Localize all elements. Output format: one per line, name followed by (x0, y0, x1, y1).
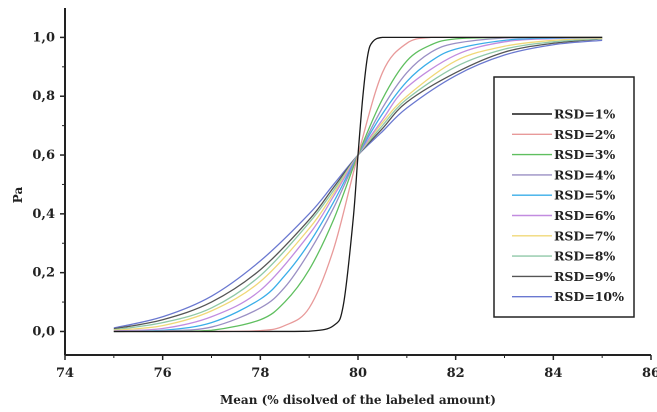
legend-label: RSD=5% (554, 188, 615, 203)
plot-area (113, 36, 603, 333)
legend-label: RSD=6% (554, 208, 615, 223)
series-line (113, 36, 603, 333)
legend-label: RSD=3% (554, 147, 615, 162)
x-tick-label: 76 (154, 366, 172, 381)
legend-label: RSD=10% (554, 289, 624, 304)
series-line (113, 36, 603, 333)
x-tick-label: 82 (447, 366, 465, 381)
legend-label: RSD=2% (554, 127, 615, 142)
legend-label: RSD=1% (554, 107, 615, 122)
y-tick-label: 0,0 (32, 324, 55, 339)
legend-label: RSD=9% (554, 269, 615, 284)
legend: RSD=1% RSD=2% RSD=3% RSD=4% RSD=5% RSD=6% RSD=… (493, 76, 635, 318)
y-tick-label: 0,8 (32, 89, 55, 104)
x-tick-label: 74 (56, 366, 74, 381)
x-axis-label: Mean (% disolved of the labeled amount) (220, 393, 496, 407)
y-tick-label: 0,4 (32, 207, 55, 222)
y-tick-label: 1,0 (32, 30, 55, 45)
axes: 74 76 78 80 82 84 86 0,0 0,2 0,4 0,6 0,8 1,0 (32, 8, 657, 381)
legend-label: RSD=7% (554, 228, 615, 243)
y-axis-label: Pa (11, 187, 25, 204)
legend-label: RSD=4% (554, 167, 615, 182)
x-tick-label: 86 (642, 366, 657, 381)
legend-label: RSD=8% (554, 249, 615, 264)
y-tick-label: 0,6 (32, 148, 55, 163)
y-tick-label: 0,2 (32, 266, 55, 281)
x-tick-label: 78 (251, 366, 269, 381)
x-tick-label: 84 (544, 366, 562, 381)
x-tick-label: 80 (349, 366, 367, 381)
